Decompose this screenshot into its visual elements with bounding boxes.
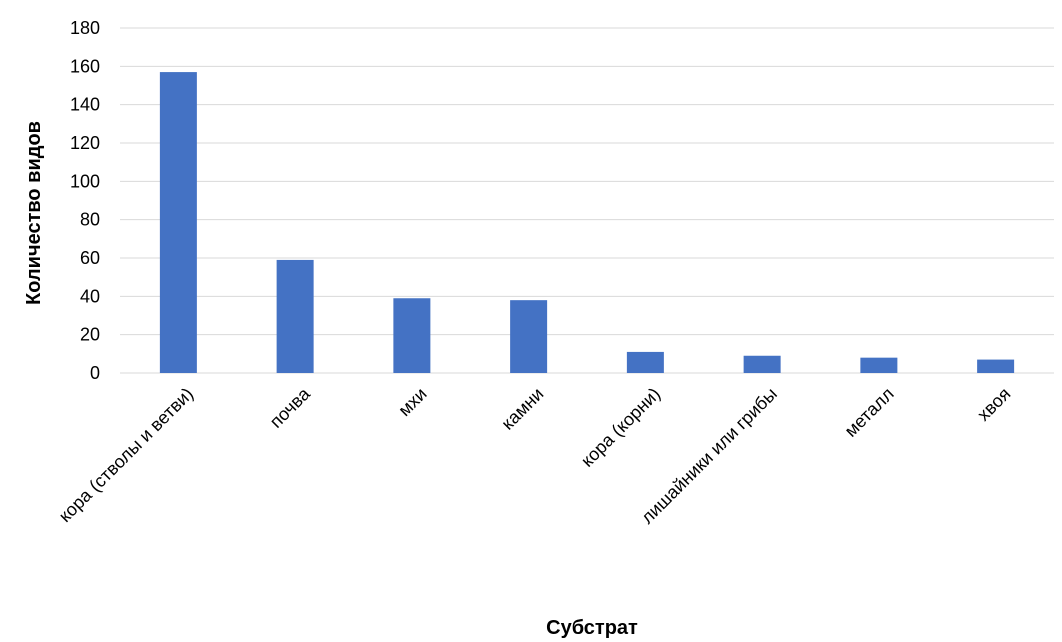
- x-tick-label: лишайники или грибы: [637, 384, 781, 528]
- y-tick-label: 40: [80, 286, 100, 306]
- y-tick-label: 100: [70, 171, 100, 191]
- y-tick-label: 180: [70, 18, 100, 38]
- bar: [626, 351, 664, 373]
- x-axis-title: Субстрат: [546, 617, 638, 639]
- y-tick-label: 120: [70, 133, 100, 153]
- bars: [159, 72, 1015, 373]
- bar: [510, 300, 548, 373]
- x-tick-labels: кора (стволы и ветви) почва мхи камни кора (…: [55, 383, 1015, 528]
- x-tick-label: хвоя: [973, 384, 1014, 425]
- x-tick-label: кора (корни): [577, 384, 664, 471]
- y-tick-label: 80: [80, 210, 100, 230]
- x-tick-label: почва: [266, 383, 315, 432]
- x-tick-label: металл: [841, 384, 898, 441]
- bar: [743, 355, 781, 373]
- y-tick-label: 20: [80, 325, 100, 345]
- y-axis-title: Количество видов: [23, 121, 45, 305]
- y-tick-label: 0: [90, 363, 100, 383]
- bar: [977, 359, 1015, 373]
- y-tick-label: 140: [70, 95, 100, 115]
- bar: [276, 259, 314, 373]
- y-tick-labels: 0 20 40 60 80 100 120 140 160 180: [70, 18, 100, 383]
- y-tick-label: 60: [80, 248, 100, 268]
- x-tick-label: кора (стволы и ветви): [55, 384, 197, 526]
- bar: [393, 298, 431, 373]
- y-tick-label: 160: [70, 56, 100, 76]
- x-tick-label: камни: [497, 384, 547, 434]
- bar: [860, 357, 898, 373]
- grid-lines: [120, 27, 1054, 374]
- bar: [159, 72, 197, 373]
- x-tick-label: мхи: [394, 384, 430, 420]
